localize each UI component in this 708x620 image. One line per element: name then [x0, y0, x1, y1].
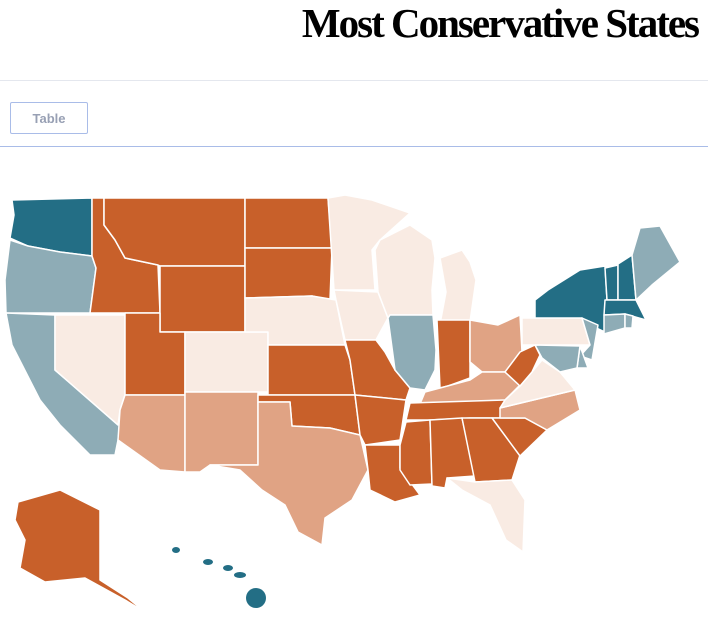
state-tx[interactable] [209, 401, 369, 546]
state-sd[interactable] [244, 247, 333, 301]
state-mt[interactable] [103, 197, 246, 267]
state-md[interactable] [534, 344, 581, 373]
state-ar[interactable] [354, 394, 407, 446]
state-ma[interactable] [603, 299, 647, 321]
state-hi-island[interactable] [172, 547, 180, 553]
state-nd[interactable] [244, 197, 333, 249]
table-button[interactable]: Table [10, 102, 88, 134]
state-ak[interactable] [14, 489, 146, 613]
page-title: Most Conservative States [301, 0, 700, 46]
state-in[interactable] [436, 319, 471, 389]
state-hi-island[interactable] [223, 565, 233, 571]
state-mi[interactable] [439, 249, 477, 325]
state-pa[interactable] [521, 317, 591, 346]
state-ri[interactable] [624, 313, 634, 329]
state-ks[interactable] [267, 344, 356, 396]
state-co[interactable] [184, 331, 269, 393]
state-hi-island[interactable] [246, 588, 266, 608]
state-wy[interactable] [159, 265, 246, 333]
state-nj[interactable] [579, 317, 599, 361]
header-divider [0, 80, 708, 81]
state-vt[interactable] [604, 264, 619, 301]
us-choropleth-map [4, 194, 681, 613]
state-nm[interactable] [184, 391, 259, 473]
state-ga[interactable] [461, 417, 521, 483]
state-az[interactable] [117, 394, 186, 473]
state-me[interactable] [631, 225, 681, 301]
state-ms[interactable] [399, 419, 433, 486]
state-fl[interactable] [446, 477, 526, 553]
state-il[interactable] [387, 314, 437, 391]
state-wi[interactable] [374, 224, 436, 319]
state-ct[interactable] [603, 313, 626, 335]
state-hi-island[interactable] [203, 559, 213, 565]
state-hi-island[interactable] [234, 572, 246, 578]
toolbar-divider [0, 146, 708, 147]
